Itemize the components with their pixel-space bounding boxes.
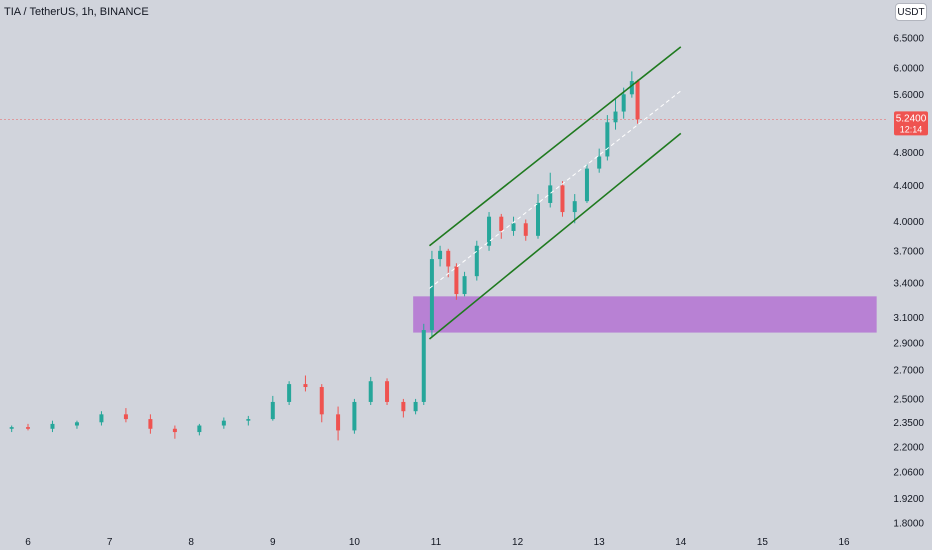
candle-body — [454, 266, 459, 295]
time-tick-label: 9 — [270, 537, 276, 548]
candle-body — [303, 384, 308, 388]
candle-body — [462, 276, 467, 295]
candle-body — [487, 216, 492, 246]
candle-body — [536, 202, 540, 236]
time-axis[interactable]: 6 7 8 9 10 11 12 13 14 15 16 — [25, 537, 850, 548]
price-tick-label: 2.3500 — [893, 418, 924, 429]
candle-body — [635, 81, 640, 120]
time-tick-label: 16 — [838, 537, 850, 548]
channel-lower-line — [428, 132, 682, 340]
candle-body — [560, 185, 565, 213]
time-tick-label: 14 — [675, 537, 687, 548]
currency-button[interactable]: USDT — [895, 3, 927, 21]
candle-body — [621, 94, 626, 112]
price-tick-label: 4.0000 — [893, 217, 924, 228]
last-price-value: 5.2400 — [896, 113, 927, 124]
price-tick-label: 1.8000 — [893, 519, 924, 530]
candle-body — [221, 420, 226, 426]
candle-body — [584, 168, 589, 202]
candle-body — [429, 259, 434, 331]
candle-body — [605, 122, 610, 157]
candle-body — [385, 381, 390, 402]
channel-upper-line — [428, 46, 682, 247]
price-tick-label: 1.9200 — [893, 494, 924, 505]
channel-mid-line — [429, 90, 682, 289]
candle-body — [446, 250, 451, 267]
candles-layer — [9, 71, 640, 441]
price-tick-label: 2.9000 — [893, 338, 924, 349]
candle-body — [246, 419, 251, 421]
price-tick-label: 4.4000 — [893, 181, 924, 192]
candle-body — [9, 427, 14, 429]
price-tick-label: 5.6000 — [893, 90, 924, 101]
candle-body — [99, 414, 104, 423]
candle-body — [197, 425, 202, 433]
candle-body — [613, 111, 618, 123]
candle-body — [597, 156, 602, 169]
price-tick-label: 2.5000 — [893, 394, 924, 405]
candle-body — [511, 223, 516, 231]
candle-body — [148, 419, 153, 429]
price-tick-label: 4.8000 — [893, 148, 924, 159]
candle-body — [421, 330, 426, 402]
candle-body — [474, 245, 479, 277]
time-tick-label: 8 — [188, 537, 194, 548]
candle-body — [319, 387, 324, 415]
candle-body — [413, 401, 418, 412]
candle-body — [438, 250, 443, 260]
price-tick-label: 2.0600 — [893, 468, 924, 479]
candle-body — [572, 201, 577, 213]
candle-body — [172, 428, 177, 433]
last-price-badge — [894, 111, 928, 136]
chart-title: TIA / TetherUS, 1h, BINANCE — [4, 6, 149, 18]
price-axis[interactable]: 6.5000 6.0000 5.6000 4.8000 4.4000 4.0000 3.70… — [893, 34, 924, 530]
price-tick-label: 3.4000 — [893, 278, 924, 289]
time-tick-label: 13 — [594, 537, 606, 548]
annotations-layer — [428, 46, 682, 340]
time-tick-label: 6 — [25, 537, 31, 548]
support-zone — [413, 296, 877, 333]
candle-body — [287, 384, 292, 402]
candle-body — [523, 223, 528, 236]
candle-body — [368, 381, 373, 402]
candle-body — [548, 185, 553, 203]
candle-countdown: 12:14 — [900, 124, 923, 134]
price-tick-label: 2.7000 — [893, 365, 924, 376]
price-tick-label: 6.0000 — [893, 64, 924, 75]
candle-body — [74, 422, 79, 426]
support-zone-layer — [0, 119, 888, 333]
candle-body — [26, 427, 30, 429]
time-tick-label: 7 — [107, 537, 113, 548]
candle-body — [50, 423, 55, 429]
candle-body — [401, 401, 406, 412]
time-tick-label: 11 — [431, 537, 442, 548]
candle-body — [499, 216, 504, 231]
candle-body — [123, 414, 128, 420]
price-tick-label: 6.5000 — [893, 34, 924, 45]
price-tick-label: 3.7000 — [893, 246, 924, 257]
time-tick-label: 10 — [349, 537, 361, 548]
time-tick-label: 12 — [512, 537, 524, 548]
price-tick-label: 3.1000 — [893, 313, 924, 324]
candle-body — [270, 401, 275, 420]
candle-body — [336, 414, 341, 431]
time-tick-label: 15 — [757, 537, 769, 548]
candle-body — [629, 81, 634, 95]
candle-body — [352, 401, 357, 431]
price-tick-label: 2.2000 — [893, 443, 924, 454]
